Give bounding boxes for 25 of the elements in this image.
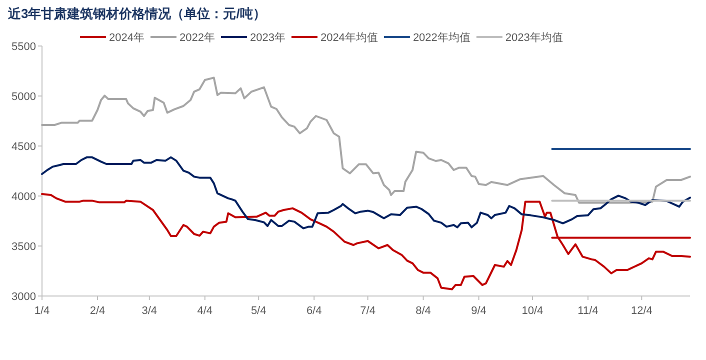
y-tick-label: 3000 xyxy=(12,291,36,303)
legend-label: 2023年 xyxy=(250,32,286,44)
x-tick-label: 5/4 xyxy=(250,305,266,317)
x-tick-label: 12/4 xyxy=(630,305,652,317)
x-tick-label: 3/4 xyxy=(142,305,158,317)
legend-label: 2024年 xyxy=(109,32,144,44)
y-tick-label: 4000 xyxy=(12,191,36,203)
chart-title: 近3年甘肃建筑钢材价格情况（单位：元/吨） xyxy=(7,6,266,21)
x-tick-label: 8/4 xyxy=(416,305,431,317)
x-tick-label: 2/4 xyxy=(90,305,106,317)
y-tick-label: 3500 xyxy=(12,241,36,253)
legend-label: 2022年 xyxy=(179,32,215,44)
legend-label: 2023年均值 xyxy=(505,32,563,44)
x-tick-label: 4/4 xyxy=(197,305,213,317)
legend-label: 2022年均值 xyxy=(412,32,470,44)
x-tick-label: 7/4 xyxy=(360,305,376,317)
y-tick-label: 4500 xyxy=(12,141,36,153)
legend-label: 2024年均值 xyxy=(320,32,378,44)
x-tick-label: 10/4 xyxy=(522,305,544,317)
x-tick-label: 9/4 xyxy=(471,305,486,317)
x-tick-label: 6/4 xyxy=(306,305,322,317)
x-tick-label: 1/4 xyxy=(34,305,50,317)
y-tick-label: 5000 xyxy=(12,91,36,103)
x-tick-label: 11/4 xyxy=(578,305,598,317)
y-tick-label: 5500 xyxy=(12,41,36,53)
